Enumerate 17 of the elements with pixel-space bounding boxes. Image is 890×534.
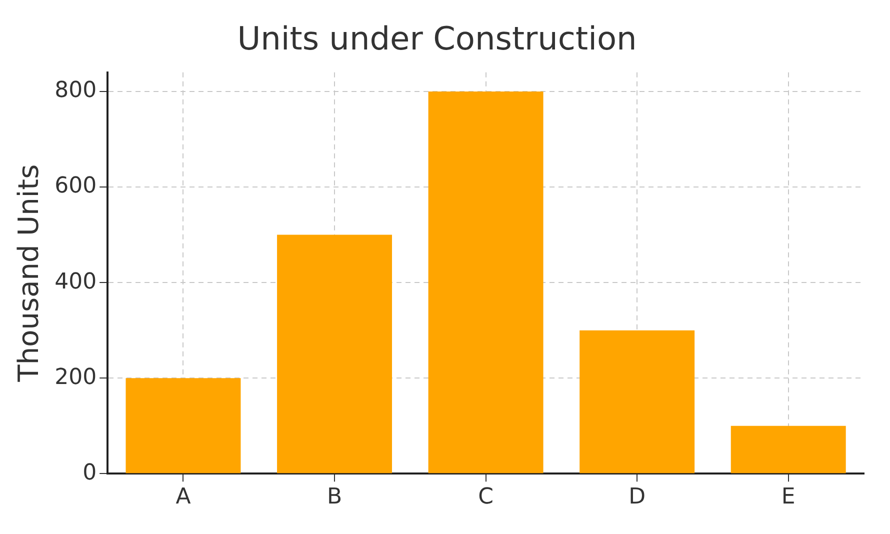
bar [428, 92, 544, 474]
bar [730, 426, 846, 474]
x-tick-label: E [781, 484, 796, 510]
y-tick-label: 200 [54, 364, 97, 390]
y-tick-label: 400 [54, 269, 97, 294]
y-tick-label: 800 [54, 78, 97, 104]
bar [580, 330, 695, 474]
x-tick-label: A [176, 484, 191, 510]
x-tick-label: B [326, 484, 342, 510]
bar [277, 234, 392, 474]
y-tick-label: 600 [54, 174, 97, 199]
x-tick-label: C [478, 484, 494, 510]
chart-title: Units under Construction [237, 20, 637, 58]
y-axis-title: Thousand Units [12, 164, 46, 383]
x-tick-label: D [628, 484, 646, 510]
bar [126, 378, 241, 474]
y-tick-label: 0 [82, 460, 97, 486]
